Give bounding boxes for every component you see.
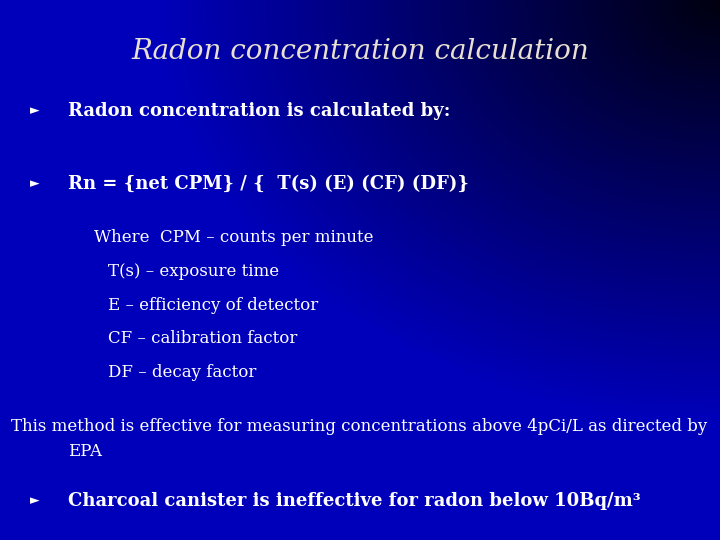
Text: Radon concentration calculation: Radon concentration calculation [131,38,589,65]
Text: E – efficiency of detector: E – efficiency of detector [108,296,318,314]
Text: DF – decay factor: DF – decay factor [108,363,256,381]
Text: Radon concentration is calculated by:: Radon concentration is calculated by: [68,102,451,120]
Text: ►: ► [30,494,40,507]
Text: This method is effective for measuring concentrations above 4pCi/L as directed b: This method is effective for measuring c… [11,418,707,435]
Text: Charcoal canister is ineffective for radon below 10Bq/m³: Charcoal canister is ineffective for rad… [68,491,641,510]
Text: Where  CPM – counts per minute: Where CPM – counts per minute [94,229,373,246]
Text: ►: ► [30,104,40,117]
Text: CF – calibration factor: CF – calibration factor [108,330,297,347]
Text: EPA: EPA [68,443,102,461]
Text: Rn = {net CPM} / {  T(s) (E) (CF) (DF)}: Rn = {net CPM} / { T(s) (E) (CF) (DF)} [68,174,469,193]
Text: T(s) – exposure time: T(s) – exposure time [108,263,279,280]
Text: ►: ► [30,177,40,190]
